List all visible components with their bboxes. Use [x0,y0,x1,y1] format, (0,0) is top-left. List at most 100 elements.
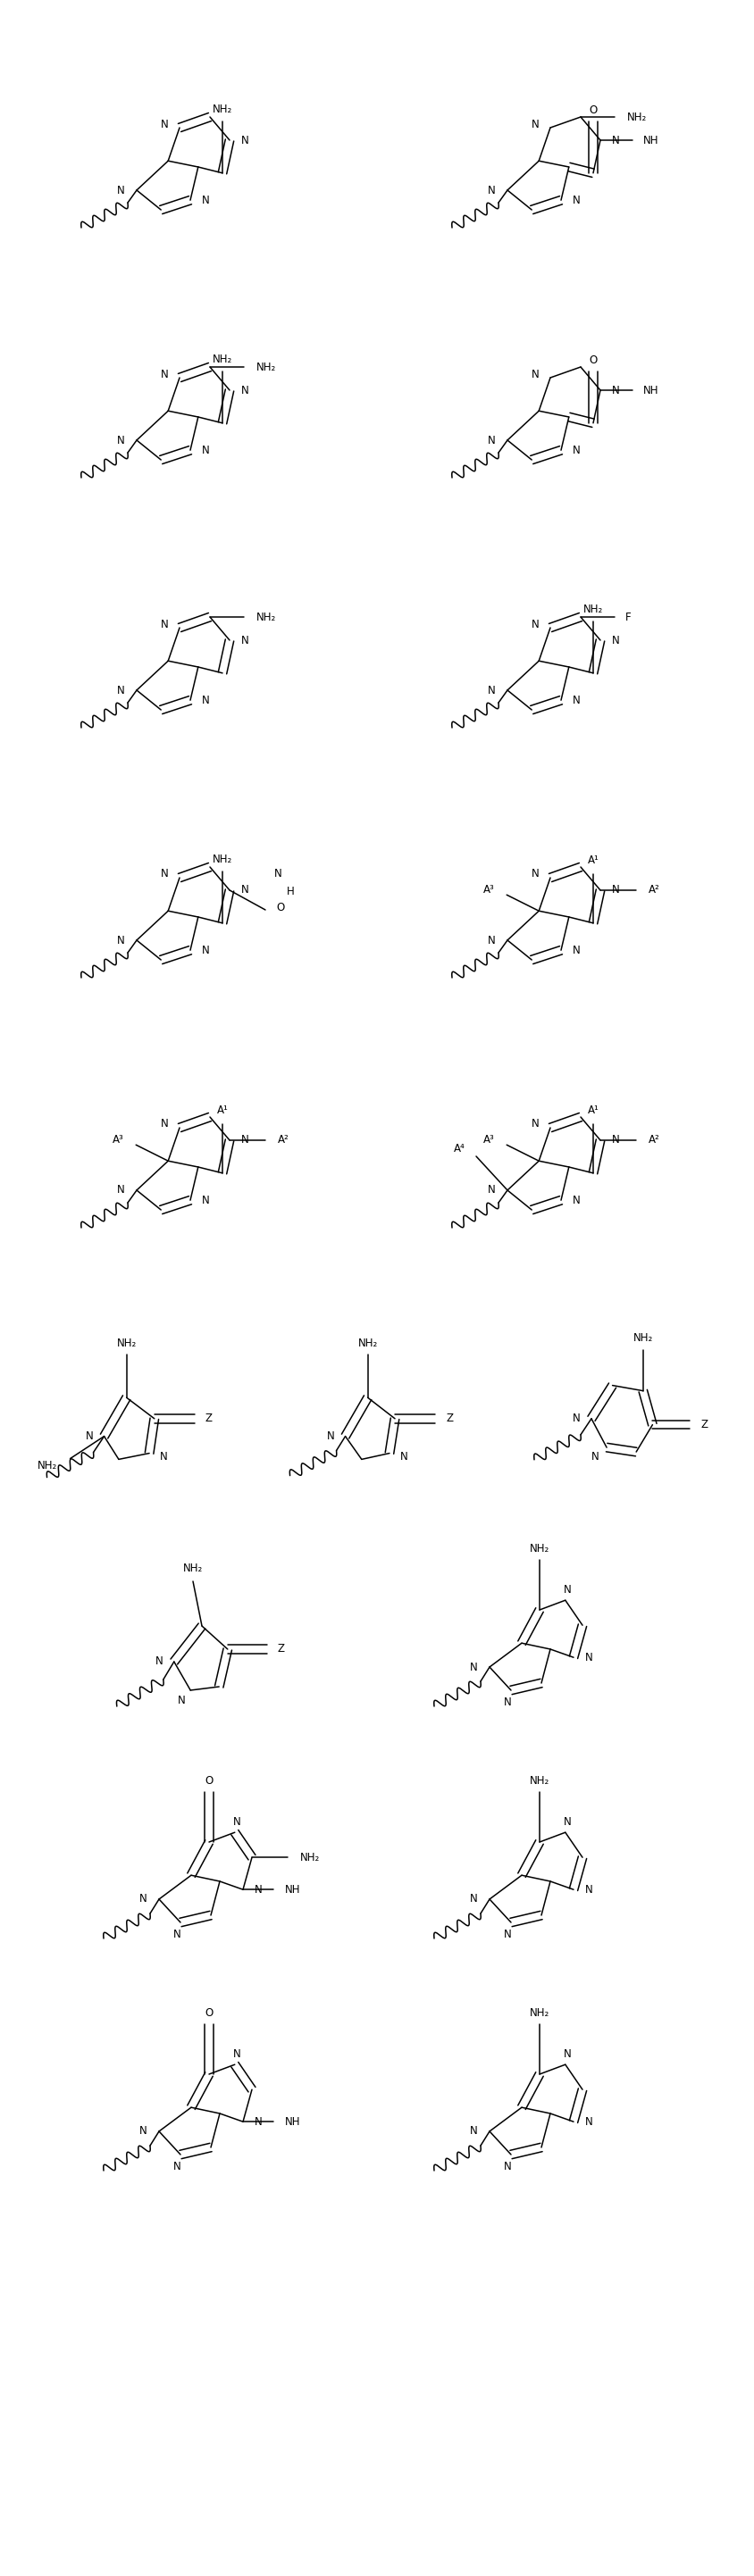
Text: N: N [611,884,619,896]
Text: O: O [588,106,596,116]
Text: NH: NH [285,2115,300,2128]
Text: N: N [254,2115,262,2128]
Text: O: O [204,1775,213,1788]
Text: NH₂: NH₂ [116,1337,136,1350]
Text: N: N [562,1584,570,1595]
Text: N: N [487,435,495,446]
Text: N: N [562,2048,570,2061]
Text: N: N [562,1816,570,1826]
Text: A⁴: A⁴ [453,1144,465,1154]
Text: N: N [572,945,580,956]
Text: N: N [241,1133,249,1146]
Text: N: N [531,618,539,631]
Text: N: N [117,185,125,196]
Text: NH₂: NH₂ [529,1775,549,1785]
Text: NH₂: NH₂ [182,1564,203,1574]
Text: N: N [531,868,539,881]
Text: N: N [531,368,539,379]
Text: F: F [624,611,630,623]
Text: N: N [572,193,580,206]
Text: N: N [487,1185,495,1195]
Text: N: N [241,634,249,647]
Text: N: N [611,384,619,397]
Text: NH₂: NH₂ [213,353,232,366]
Text: N: N [487,685,495,696]
Text: NH₂: NH₂ [529,2007,549,2020]
Text: N: N [503,1929,510,1940]
Text: N: N [584,1651,593,1664]
Text: N: N [155,1656,163,1667]
Text: NH: NH [642,134,658,147]
Text: N: N [161,118,169,129]
Text: Z: Z [446,1412,452,1425]
Text: N: N [241,384,249,397]
Text: A¹: A¹ [587,1105,598,1115]
Text: N: N [274,868,282,881]
Text: N: N [85,1430,93,1443]
Text: N: N [611,634,619,647]
Text: A²: A² [277,1133,289,1146]
Text: N: N [470,2125,477,2138]
Text: A¹: A¹ [587,855,598,866]
Text: N: N [117,935,125,945]
Text: NH₂: NH₂ [38,1461,57,1471]
Text: N: N [177,1695,185,1708]
Text: NH₂: NH₂ [583,603,602,616]
Text: N: N [584,1883,593,1896]
Text: A³: A³ [112,1133,124,1146]
Text: NH₂: NH₂ [256,611,276,623]
Text: N: N [531,1118,539,1131]
Text: A²: A² [648,884,659,896]
Text: A²: A² [648,1133,659,1146]
Text: N: N [470,1893,477,1906]
Text: A³: A³ [483,1133,494,1146]
Text: N: N [161,1118,169,1131]
Text: A¹: A¹ [216,1105,228,1115]
Text: N: N [161,868,169,881]
Text: N: N [591,1450,599,1463]
Text: N: N [117,1185,125,1195]
Text: H: H [287,886,294,899]
Text: N: N [201,193,210,206]
Text: N: N [173,2161,180,2172]
Text: Z: Z [277,1643,284,1654]
Text: NH: NH [285,1883,300,1896]
Text: N: N [470,1662,477,1672]
Text: N: N [161,618,169,631]
Text: N: N [117,435,125,446]
Text: N: N [584,2115,593,2128]
Text: N: N [232,1816,241,1826]
Text: N: N [503,1695,510,1708]
Text: O: O [588,355,596,366]
Text: N: N [487,935,495,945]
Text: N: N [611,1133,619,1146]
Text: N: N [326,1430,334,1443]
Text: N: N [139,1893,147,1906]
Text: NH₂: NH₂ [633,1332,652,1345]
Text: N: N [139,2125,147,2138]
Text: N: N [572,1412,580,1425]
Text: N: N [161,368,169,379]
Text: Z: Z [700,1419,707,1430]
Text: N: N [254,1883,262,1896]
Text: O: O [204,2007,213,2020]
Text: N: N [487,185,495,196]
Text: N: N [201,945,210,956]
Text: A³: A³ [483,884,494,896]
Text: N: N [572,1195,580,1206]
Text: Z: Z [205,1412,212,1425]
Text: NH₂: NH₂ [529,1543,549,1553]
Text: N: N [117,685,125,696]
Text: N: N [173,1929,180,1940]
Text: NH₂: NH₂ [213,103,232,116]
Text: NH₂: NH₂ [213,853,232,866]
Text: NH: NH [642,384,658,397]
Text: N: N [160,1450,167,1463]
Text: N: N [201,446,210,456]
Text: N: N [241,884,249,896]
Text: N: N [611,134,619,147]
Text: N: N [201,696,210,706]
Text: N: N [572,446,580,456]
Text: N: N [232,2048,241,2061]
Text: N: N [400,1450,407,1463]
